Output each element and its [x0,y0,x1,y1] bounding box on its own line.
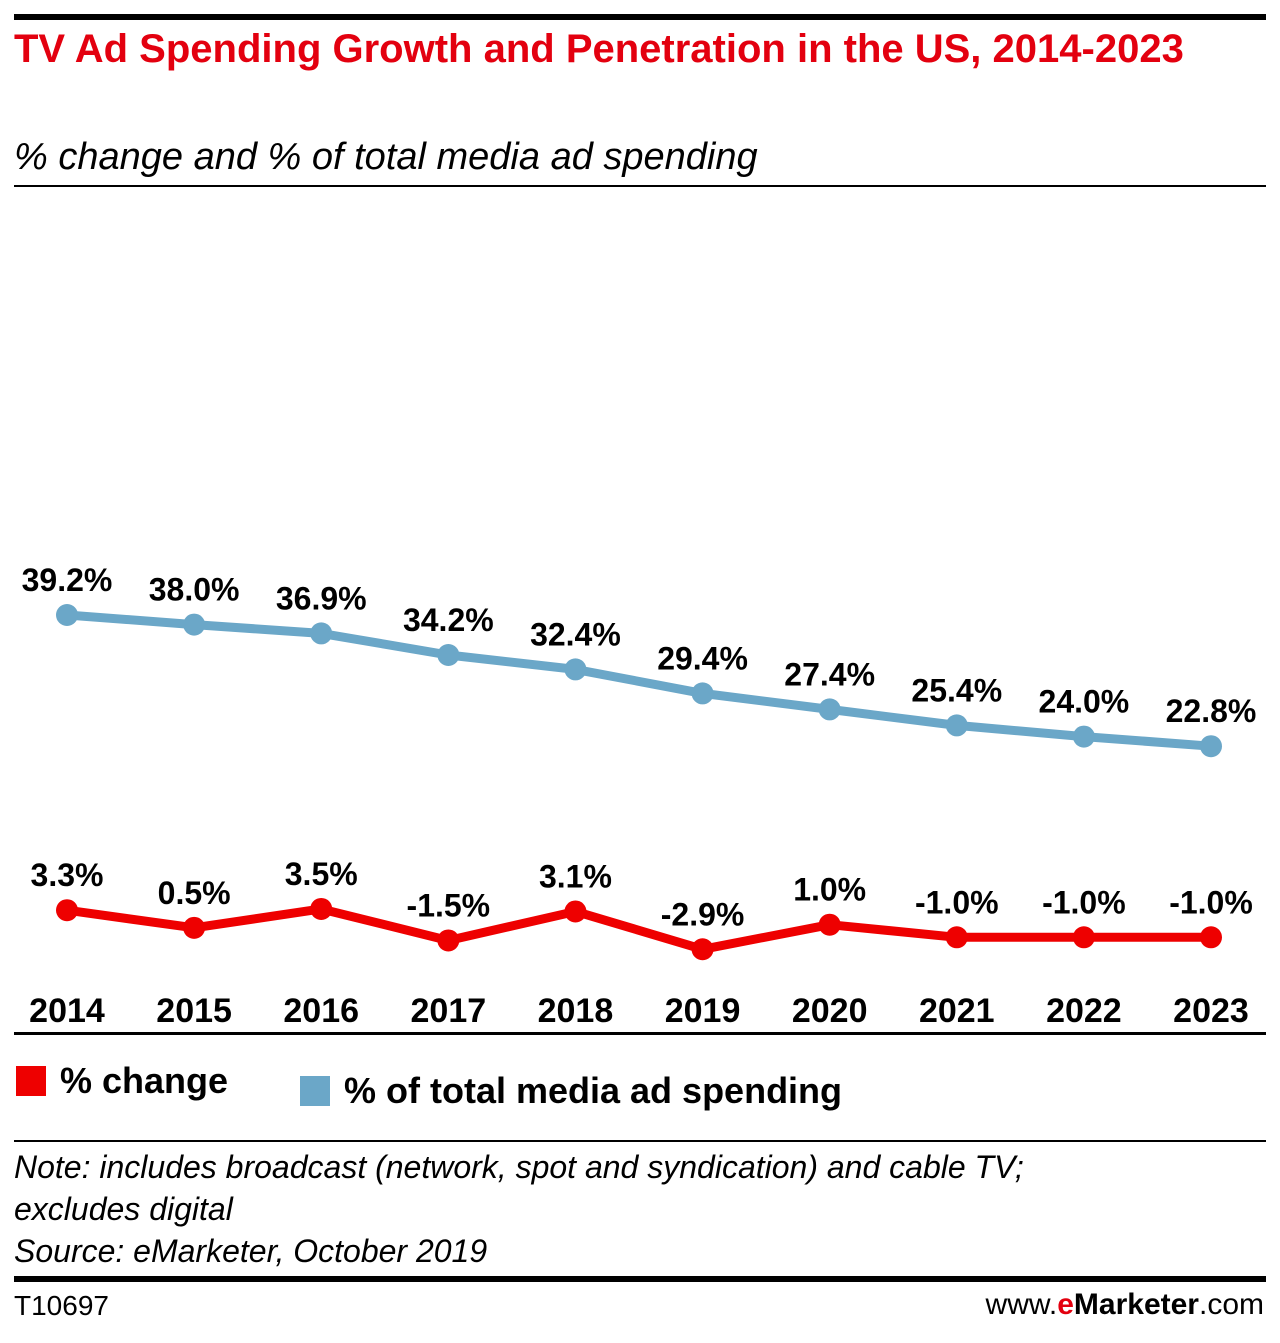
data-label-change-2023: -1.0% [1169,884,1253,920]
x-tick-label-2020: 2020 [792,992,868,1030]
brand-prefix: www. [985,1288,1058,1321]
chart-notes: Note: includes broadcast (network, spot … [14,1146,1254,1272]
data-label-change-2021: -1.0% [915,884,999,920]
series-line-change [62,904,1216,954]
data-label-share-2016: 36.9% [276,580,367,616]
data-label-share-2018: 32.4% [530,616,621,652]
note-rule [14,1140,1266,1142]
x-tick-label-2014: 2014 [29,992,105,1030]
point-share-2023 [1200,735,1222,758]
data-label-share-2015: 38.0% [149,572,240,608]
data-label-share-2021: 25.4% [911,672,1002,708]
data-label-share-2023: 22.8% [1166,693,1257,729]
point-share-2017 [437,644,460,666]
point-share-2015 [183,613,206,636]
data-label-change-2022: -1.0% [1042,884,1126,920]
line-chart: 39.2% 38.0% 36.9% 34.2% 32.4% 29.4% 27.4% 25.4%… [22,562,1257,1030]
point-share-2022 [1072,725,1095,748]
chart-id: T10697 [14,1290,109,1321]
legend-item-change: % change [16,1060,228,1102]
point-share-2021 [945,714,968,737]
top-rule [14,14,1266,20]
point-share-2018 [564,658,587,681]
data-label-change-2016: 3.5% [285,856,358,892]
x-tick-label-2019: 2019 [665,992,741,1030]
data-label-share-2020: 27.4% [784,656,875,692]
x-tick-label-2022: 2022 [1046,992,1122,1030]
point-share-2014 [56,604,78,626]
point-change-2022 [1072,926,1095,949]
point-change-2019 [691,938,714,961]
data-label-change-2018: 3.1% [539,858,612,894]
bottom-rule [14,1276,1266,1282]
legend-item-share: % of total media ad spending [300,1070,842,1112]
data-label-change-2020: 1.0% [793,872,866,908]
chart-subtitle: % change and % of total media ad spendin… [14,136,758,178]
note-line-1: Note: includes broadcast (network, spot … [14,1149,1024,1185]
data-label-change-2014: 3.3% [31,857,104,893]
data-label-change-2019: -2.9% [661,896,745,932]
x-tick-label-2021: 2021 [919,992,995,1030]
data-label-share-2014: 39.2% [22,562,113,598]
x-tick-label-2016: 2016 [283,992,359,1030]
point-change-2018 [564,900,587,923]
data-label-share-2019: 29.4% [657,640,748,676]
brand-e: e [1057,1288,1074,1321]
brand-url: www.eMarketer.com [986,1288,1264,1322]
point-change-2016 [310,897,333,920]
point-change-2017 [437,929,460,952]
source-line: Source: eMarketer, October 2019 [14,1233,488,1269]
x-tick-label-2023: 2023 [1173,992,1249,1030]
point-change-2020 [818,913,841,936]
point-share-2020 [818,698,841,721]
note-line-2: excludes digital [14,1191,233,1227]
legend-label-share: % of total media ad spending [344,1070,843,1111]
data-label-change-2017: -1.5% [407,887,491,923]
x-tick-label-2017: 2017 [411,992,487,1030]
subtitle-rule [14,185,1266,187]
series-line-share [62,610,1216,751]
legend-swatch-change [16,1066,46,1096]
data-label-change-2015: 0.5% [158,875,231,911]
brand-suffix: .com [1198,1288,1264,1321]
legend-swatch-share [300,1076,330,1106]
data-label-share-2022: 24.0% [1039,684,1130,720]
point-change-2021 [945,926,968,949]
brand-name: Marketer [1073,1288,1199,1321]
point-share-2016 [310,622,333,645]
x-tick-label-2015: 2015 [156,992,232,1030]
chart-title: TV Ad Spending Growth and Penetration in… [14,27,1184,71]
point-change-2014 [56,899,78,922]
point-change-2015 [183,916,206,939]
point-share-2019 [691,682,714,705]
data-label-share-2017: 34.2% [403,602,494,638]
point-change-2023 [1200,926,1222,949]
legend-label-change: % change [60,1060,229,1101]
axis-rule [14,1032,1266,1035]
x-tick-label-2018: 2018 [538,992,614,1030]
